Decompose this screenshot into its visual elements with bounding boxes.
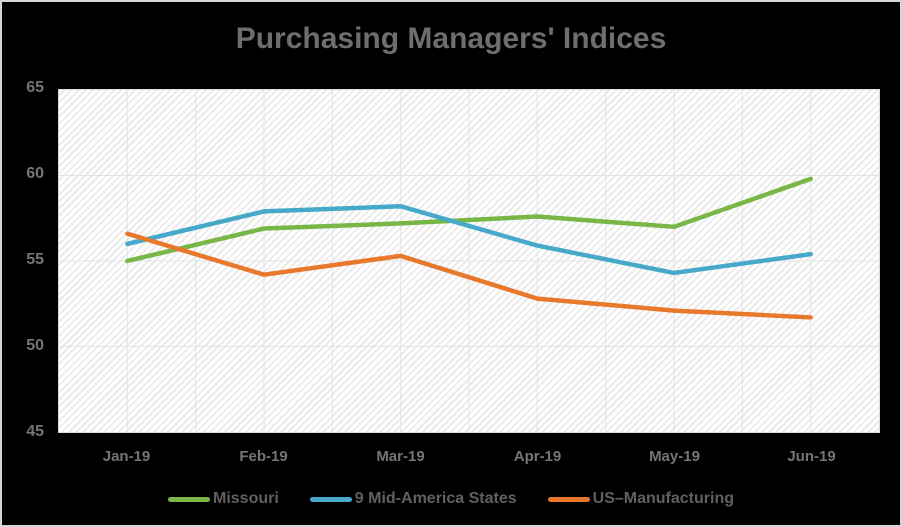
legend-line-marker: [547, 496, 590, 502]
x-axis-label: Feb-19: [239, 448, 288, 465]
y-axis-tick-label: 60: [26, 165, 44, 182]
legend-line-marker: [309, 496, 352, 502]
x-axis-label: Mar-19: [376, 448, 425, 465]
legend-label: US–Manufacturing: [592, 490, 734, 507]
legend-label: Missouri: [213, 490, 279, 507]
legend-line-marker: [168, 496, 210, 502]
x-axis-label: May-19: [649, 448, 700, 465]
plot-area: [58, 89, 880, 433]
chart-canvas: [59, 90, 879, 432]
chart-title: Purchasing Managers' Indices: [235, 22, 667, 55]
x-axis-label: Jun-19: [787, 448, 836, 465]
series-line-us-manufacturing: [125, 231, 813, 320]
series-line-missouri: [125, 176, 813, 264]
legend-item: US–Manufacturing: [547, 490, 734, 508]
legend-item: 9 Mid-America States: [309, 490, 517, 508]
y-axis-tick-label: 50: [26, 337, 44, 354]
legend-label: 9 Mid-America States: [354, 490, 517, 507]
y-axis-tick-label: 65: [26, 79, 44, 96]
series-line-9-mid-america-states: [125, 204, 813, 276]
y-axis-tick-label: 55: [26, 251, 44, 268]
x-axis-label: Apr-19: [513, 448, 562, 465]
legend-item: Missouri: [168, 490, 279, 508]
legend: Missouri 9 Mid-America States US–Manufactu…: [2, 490, 900, 508]
y-axis-tick-label: 45: [26, 423, 44, 440]
x-axis-label: Jan-19: [102, 448, 151, 465]
